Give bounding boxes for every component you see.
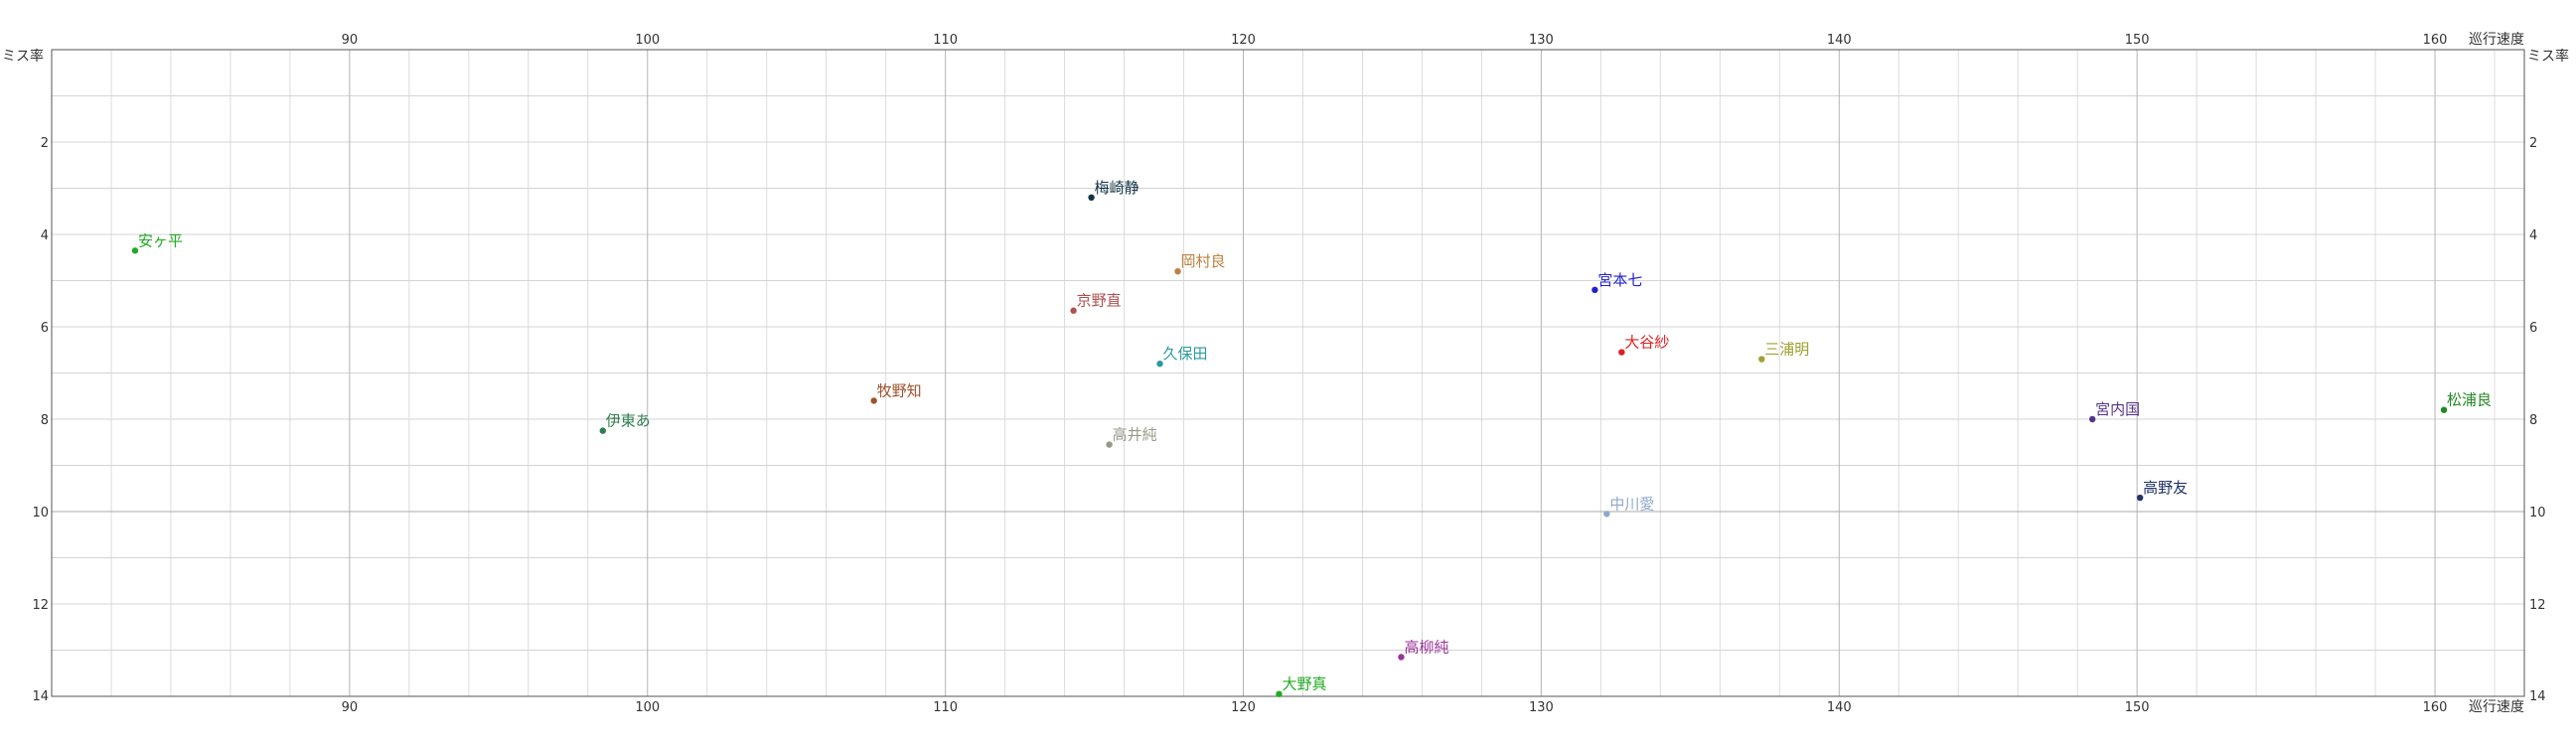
y-tick-label-left: 8 <box>41 413 49 428</box>
y-tick-label-right: 4 <box>2529 228 2537 243</box>
data-point-label: 久保田 <box>1163 345 1208 363</box>
y-tick-label-left: 2 <box>41 136 49 151</box>
data-point: 岡村良 <box>1174 252 1226 275</box>
data-point-marker <box>2088 415 2096 423</box>
minor-grid <box>52 50 2524 696</box>
data-point: 牧野知 <box>870 381 922 404</box>
data-point-marker <box>1088 194 1095 201</box>
x-tick-label-bottom: 90 <box>342 700 359 715</box>
data-point: 久保田 <box>1156 345 1208 368</box>
data-point-label: 三浦明 <box>1764 341 1809 359</box>
data-point-marker <box>1070 307 1077 314</box>
y-tick-label-left: 6 <box>41 321 49 336</box>
data-point-label: 中川愛 <box>1609 495 1654 513</box>
data-point-label: 宮内国 <box>2095 400 2140 418</box>
x-tick-label-top: 130 <box>1529 33 1554 48</box>
data-point: 京野直 <box>1070 292 1122 314</box>
y-tick-labels-right: 2 4 6 8 10 12 14 <box>2529 136 2546 704</box>
x-tick-label-bottom: 100 <box>635 700 660 715</box>
data-point-marker <box>1591 286 1598 293</box>
data-point-label: 高井純 <box>1113 426 1157 444</box>
data-point-label: 伊東あ <box>606 412 651 430</box>
y-tick-label-left: 4 <box>41 228 49 243</box>
data-point: 安ヶ平 <box>131 231 183 254</box>
x-tick-label-top: 150 <box>2125 33 2150 48</box>
x-tick-label-top: 100 <box>635 33 660 48</box>
y-tick-label-right: 14 <box>2529 689 2546 704</box>
data-point-marker <box>599 427 606 434</box>
data-point-label: 高柳純 <box>1404 638 1448 656</box>
data-point-marker <box>2136 494 2144 502</box>
y-tick-label-left: 14 <box>32 689 49 704</box>
data-point-label: 高野友 <box>2143 479 2188 497</box>
data-point-label: 大谷紗 <box>1624 334 1669 352</box>
x-tick-label-bottom: 130 <box>1529 700 1554 715</box>
data-point: 宮本七 <box>1591 271 1642 293</box>
x-axis-label-bottom: 巡行速度 <box>2469 699 2524 715</box>
major-grid <box>52 50 2524 696</box>
data-point-marker <box>1398 654 1405 661</box>
data-point: 高井純 <box>1106 426 1157 448</box>
x-axis-label-top: 巡行速度 <box>2469 32 2524 48</box>
y-tick-labels-left: 2 4 6 8 10 12 14 <box>32 136 49 704</box>
plot-frame <box>51 49 2525 697</box>
data-point-label: 京野直 <box>1077 292 1122 310</box>
data-point: 高柳純 <box>1398 638 1448 661</box>
x-tick-label-top: 160 <box>2423 33 2448 48</box>
data-point-marker <box>1174 268 1181 275</box>
data-point-label: 大野真 <box>1283 675 1327 693</box>
y-axis-label-left: ミス率 <box>2 48 44 65</box>
data-point-marker <box>1156 361 1163 368</box>
y-tick-label-right: 12 <box>2529 598 2546 613</box>
data-point: 宮内国 <box>2088 400 2140 423</box>
data-point-label: 松浦良 <box>2447 391 2492 409</box>
data-point: 大野真 <box>1276 675 1327 697</box>
data-point-marker <box>1276 690 1283 697</box>
x-tick-label-bottom: 140 <box>1827 700 1852 715</box>
data-point-marker <box>2440 406 2448 413</box>
y-tick-label-right: 2 <box>2529 136 2537 151</box>
x-tick-label-bottom: 110 <box>933 700 958 715</box>
data-point: 高野友 <box>2136 479 2188 502</box>
x-tick-label-bottom: 150 <box>2125 700 2150 715</box>
y-tick-label-right: 8 <box>2529 413 2537 428</box>
data-point-marker <box>1603 511 1610 518</box>
y-tick-label-right: 6 <box>2529 321 2537 336</box>
x-tick-labels-top: 90 100 110 120 130 140 150 160 <box>342 33 2448 48</box>
x-tick-label-top: 120 <box>1231 33 1256 48</box>
x-tick-labels-bottom: 90 100 110 120 130 140 150 160 <box>342 700 2448 715</box>
x-tick-label-top: 90 <box>342 33 359 48</box>
data-point-label: 牧野知 <box>877 381 922 399</box>
data-point-marker <box>1618 349 1625 356</box>
data-point-marker <box>1106 441 1113 448</box>
data-point-label: 安ヶ平 <box>138 231 183 249</box>
data-point-label: 宮本七 <box>1597 271 1642 289</box>
data-point: 伊東あ <box>599 412 651 434</box>
data-point: 三浦明 <box>1758 341 1809 363</box>
data-point-marker <box>1758 356 1765 363</box>
data-point: 大谷紗 <box>1618 334 1669 356</box>
y-tick-label-left: 12 <box>32 598 49 613</box>
y-axis-label-right: ミス率 <box>2527 48 2569 65</box>
y-tick-label-left: 10 <box>32 506 49 521</box>
y-tick-label-right: 10 <box>2529 506 2546 521</box>
data-point: 梅崎静 <box>1088 179 1139 201</box>
data-point-marker <box>870 397 877 404</box>
data-point: 松浦良 <box>2440 391 2492 413</box>
data-point-label: 岡村良 <box>1181 252 1226 270</box>
data-point-marker <box>131 247 139 254</box>
x-tick-label-top: 140 <box>1827 33 1852 48</box>
data-point: 中川愛 <box>1603 495 1654 518</box>
data-point-label: 梅崎静 <box>1095 179 1139 197</box>
x-tick-label-bottom: 160 <box>2423 700 2448 715</box>
x-tick-label-bottom: 120 <box>1231 700 1256 715</box>
x-tick-label-top: 110 <box>933 33 958 48</box>
